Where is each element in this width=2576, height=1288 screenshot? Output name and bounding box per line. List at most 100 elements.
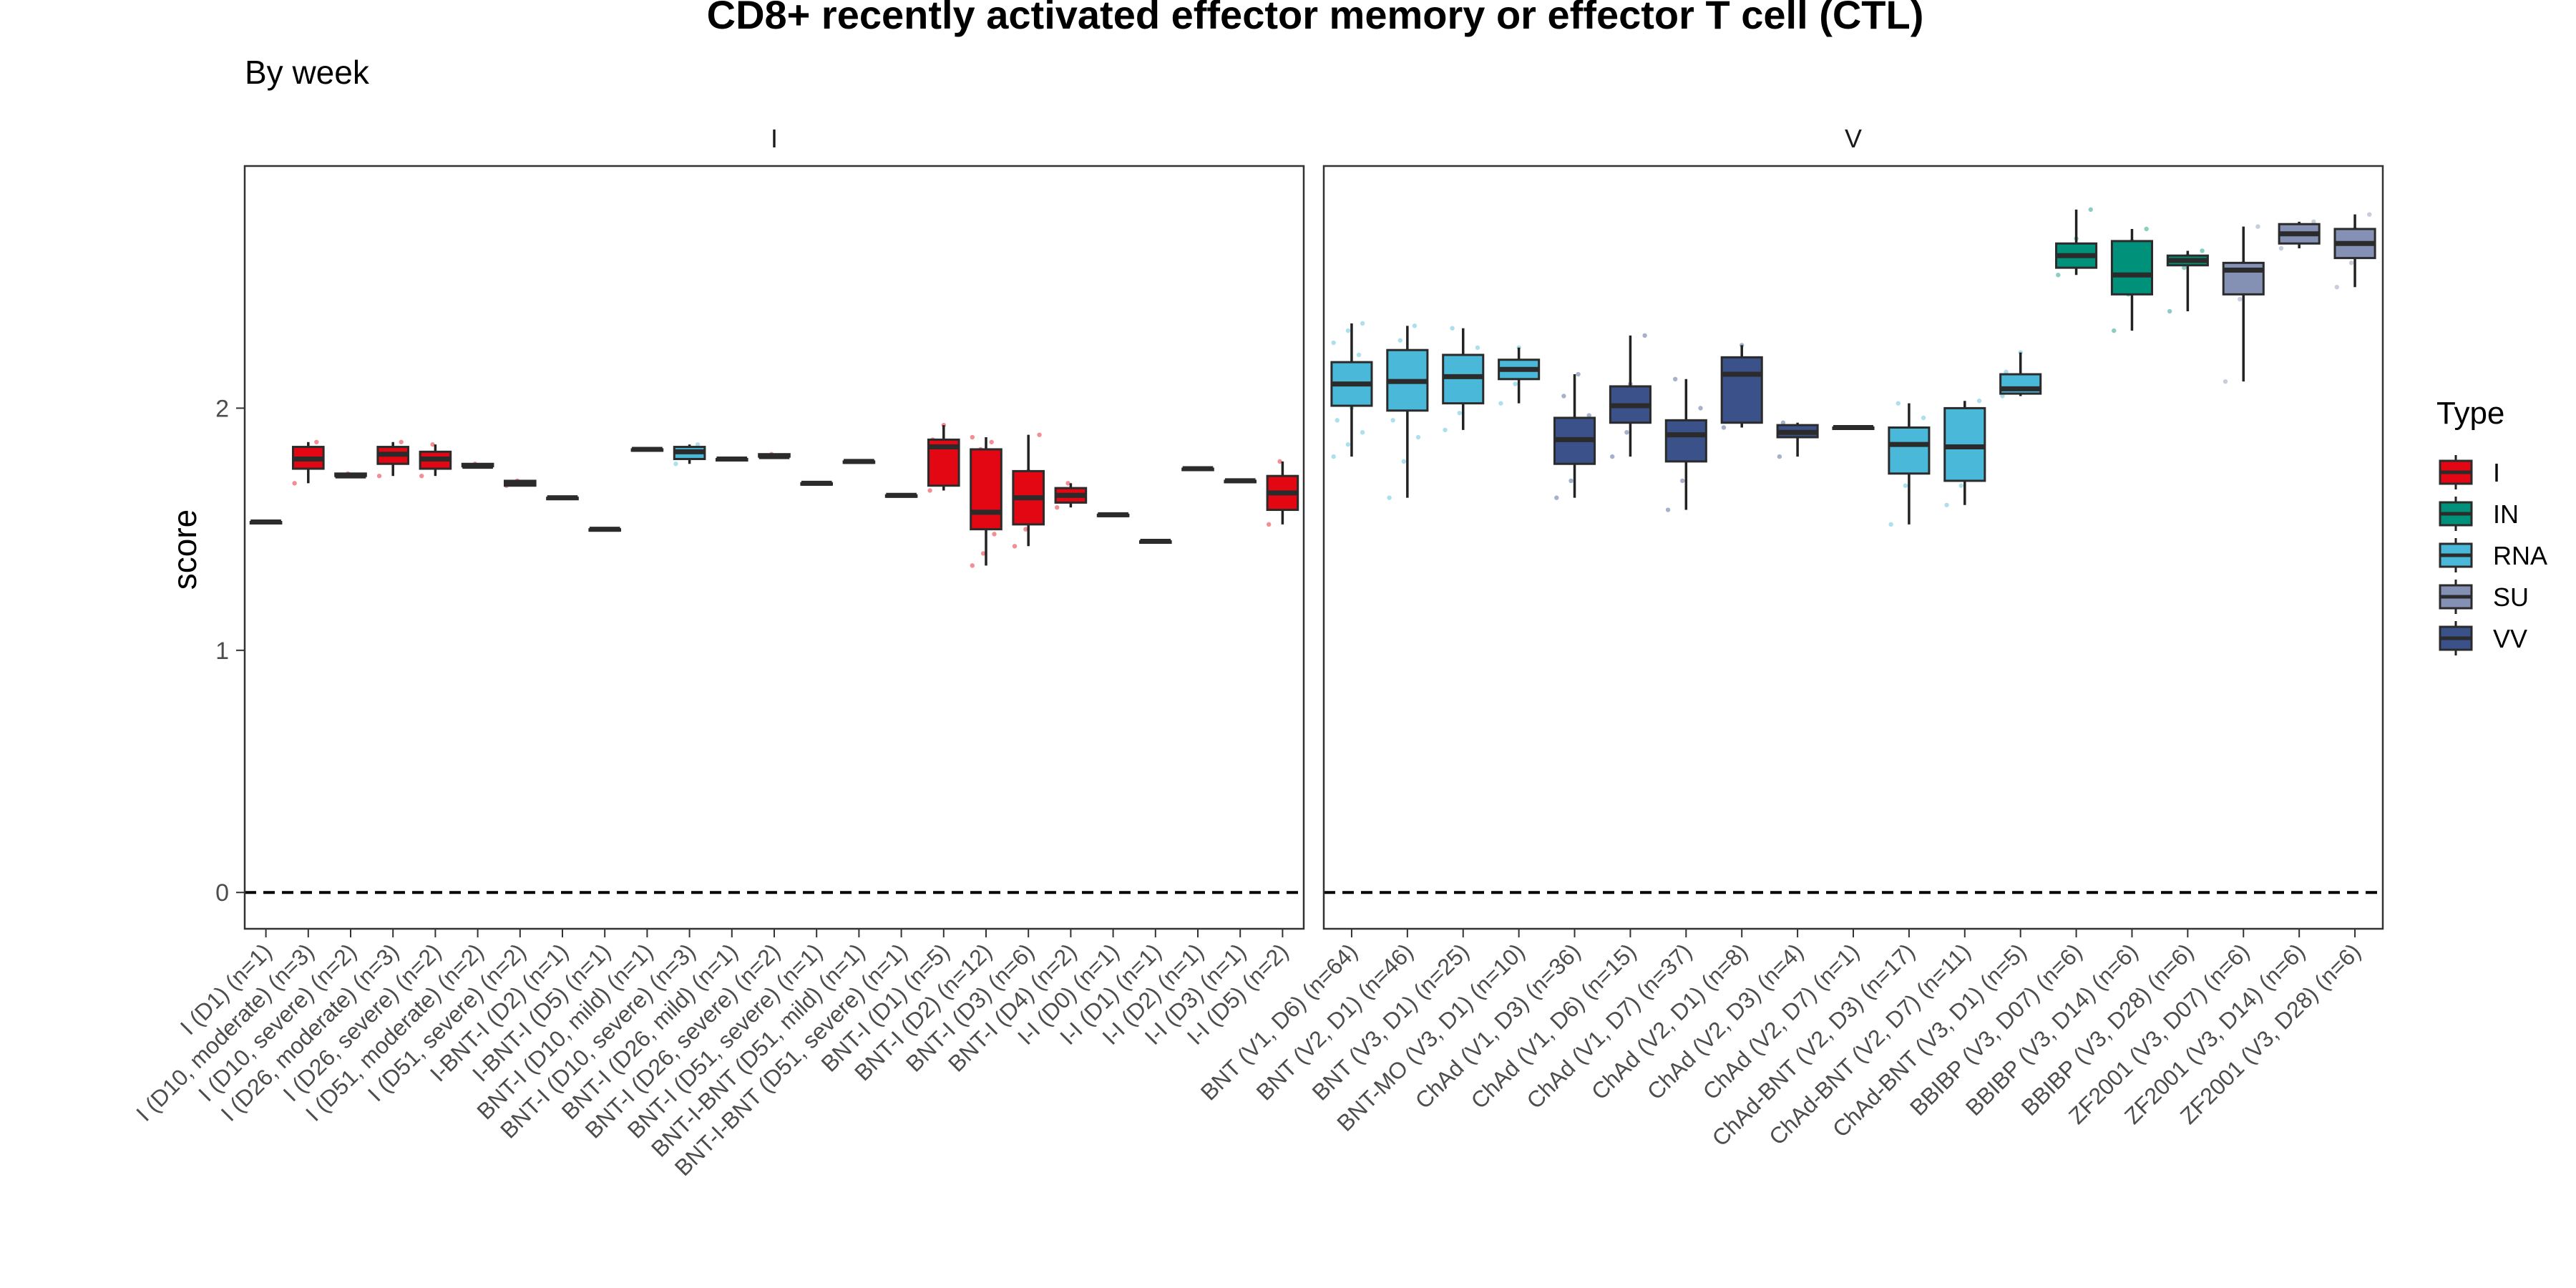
box-i-d26-severe-n-2 — [419, 441, 452, 479]
box-i-i-d5-n-2 — [1266, 459, 1299, 527]
data-point — [1680, 478, 1685, 484]
data-point — [1267, 522, 1272, 527]
legend-item-rna: RNA — [2439, 538, 2547, 572]
legend: Type I IN RNA SU VV — [2436, 396, 2547, 655]
data-point — [2167, 308, 2172, 314]
data-point — [1665, 507, 1671, 512]
box-i-i-d3-n-1 — [1224, 478, 1257, 484]
box-bnt-i-d10-severe-n-3 — [673, 441, 706, 467]
chart-title: CD8+ recently activated effector memory … — [707, 0, 1924, 37]
legend-item-i: I — [2439, 455, 2500, 489]
data-point — [1065, 481, 1070, 486]
data-point — [376, 473, 382, 479]
data-point — [1672, 376, 1678, 382]
box-i-d51-moderate-n-2 — [461, 462, 494, 469]
data-point — [1513, 381, 1518, 386]
data-point — [1903, 483, 1908, 488]
data-point — [980, 551, 986, 556]
data-point — [292, 481, 297, 486]
box-body — [970, 448, 1002, 531]
data-point — [1944, 502, 1949, 507]
box-bnt-i-d26-severe-n-2 — [758, 452, 791, 459]
data-point — [2112, 328, 2117, 333]
box-chad-bnt-v2-d3-n-17 — [1888, 401, 1931, 527]
box-chad-bnt-v3-d1-n-5 — [1999, 350, 2042, 399]
data-point — [1721, 425, 1727, 430]
data-point — [1401, 459, 1406, 464]
data-point — [1609, 454, 1615, 459]
panel-border — [1322, 165, 2384, 930]
box-chad-v1-d6-n-15 — [1609, 333, 1652, 459]
box-bnt-v2-d1-n-46 — [1386, 323, 1429, 500]
box-body — [1720, 356, 1763, 424]
panels-group: II (D1) (n=1)I (D10, moderate) (n=3)I (D… — [131, 124, 2384, 1181]
data-point — [2088, 207, 2093, 213]
data-point — [1331, 340, 1336, 346]
box-i-i-d0-n-1 — [1096, 512, 1130, 517]
box-body — [1888, 426, 1931, 475]
data-point — [1576, 371, 1581, 377]
box-chad-v1-d7-n-37 — [1664, 376, 1707, 512]
data-point — [970, 563, 975, 568]
data-point — [1055, 504, 1060, 510]
data-point — [673, 462, 678, 467]
box-bnt-i-d26-mild-n-1 — [715, 456, 748, 462]
y-tick-label: 2 — [215, 395, 229, 422]
box-bnt-i-d4-n-2 — [1054, 481, 1088, 510]
box-bnt-i-d1-n-5 — [927, 422, 960, 493]
box-body — [2222, 261, 2265, 296]
data-point — [1554, 495, 1559, 500]
box-chad-v1-d3-n-36 — [1553, 371, 1596, 500]
data-point — [2182, 265, 2187, 270]
panel-i: II (D1) (n=1)I (D10, moderate) (n=3)I (D… — [131, 124, 1305, 1181]
data-point — [1356, 352, 1362, 358]
data-point — [2144, 226, 2149, 232]
data-point — [1888, 522, 1893, 527]
data-point — [1345, 441, 1351, 447]
data-point — [992, 532, 997, 537]
data-point — [1921, 415, 1926, 421]
box-i-bnt-i-d2-n-1 — [546, 495, 579, 501]
box-i-d10-moderate-n-3 — [291, 439, 325, 486]
box-zf2001-v3-d28-n-6 — [2333, 212, 2376, 290]
box-body — [1664, 419, 1707, 463]
box-bnt-v3-d1-n-25 — [1442, 326, 1485, 433]
box-bnt-mo-v3-d1-n-10 — [1498, 345, 1541, 406]
chart-subtitle: By week — [245, 54, 370, 91]
data-point — [2367, 212, 2372, 217]
data-point — [1277, 459, 1282, 464]
box-body — [2110, 240, 2154, 296]
data-point — [399, 439, 404, 444]
data-point — [1976, 399, 1982, 404]
box-bnt-i-bnt-d51-mild-n-1 — [842, 459, 876, 464]
box-bnt-i-d51-severe-n-1 — [800, 480, 834, 486]
data-point — [1958, 483, 1963, 488]
data-point — [2200, 248, 2205, 253]
data-point — [1412, 323, 1418, 328]
data-point — [314, 439, 319, 444]
data-point — [1443, 427, 1448, 433]
legend-title: Type — [2436, 396, 2504, 431]
box-zf2001-v3-d14-n-6 — [2278, 219, 2321, 251]
box-bnt-i-bnt-d51-severe-n-1 — [884, 492, 918, 498]
box-i-d26-moderate-n-3 — [376, 439, 410, 479]
data-point — [1561, 394, 1566, 399]
legend-label: SU — [2493, 582, 2529, 612]
legend-label: IN — [2493, 499, 2519, 529]
data-point — [1780, 420, 1786, 425]
data-point — [1387, 495, 1392, 500]
box-bbibp-v3-d14-n-6 — [2110, 226, 2154, 333]
legend-item-in: IN — [2439, 497, 2519, 531]
box-i-d51-severe-n-2 — [503, 478, 537, 488]
data-point — [2238, 296, 2243, 302]
data-point — [1023, 527, 1028, 532]
data-point — [1475, 345, 1480, 351]
data-point — [2223, 379, 2228, 384]
data-point — [2278, 245, 2284, 251]
box-bnt-i-d2-n-12 — [970, 434, 1002, 568]
data-point — [1498, 401, 1503, 406]
data-point — [1345, 328, 1351, 333]
data-point — [1415, 434, 1421, 440]
data-point — [2004, 369, 2009, 374]
